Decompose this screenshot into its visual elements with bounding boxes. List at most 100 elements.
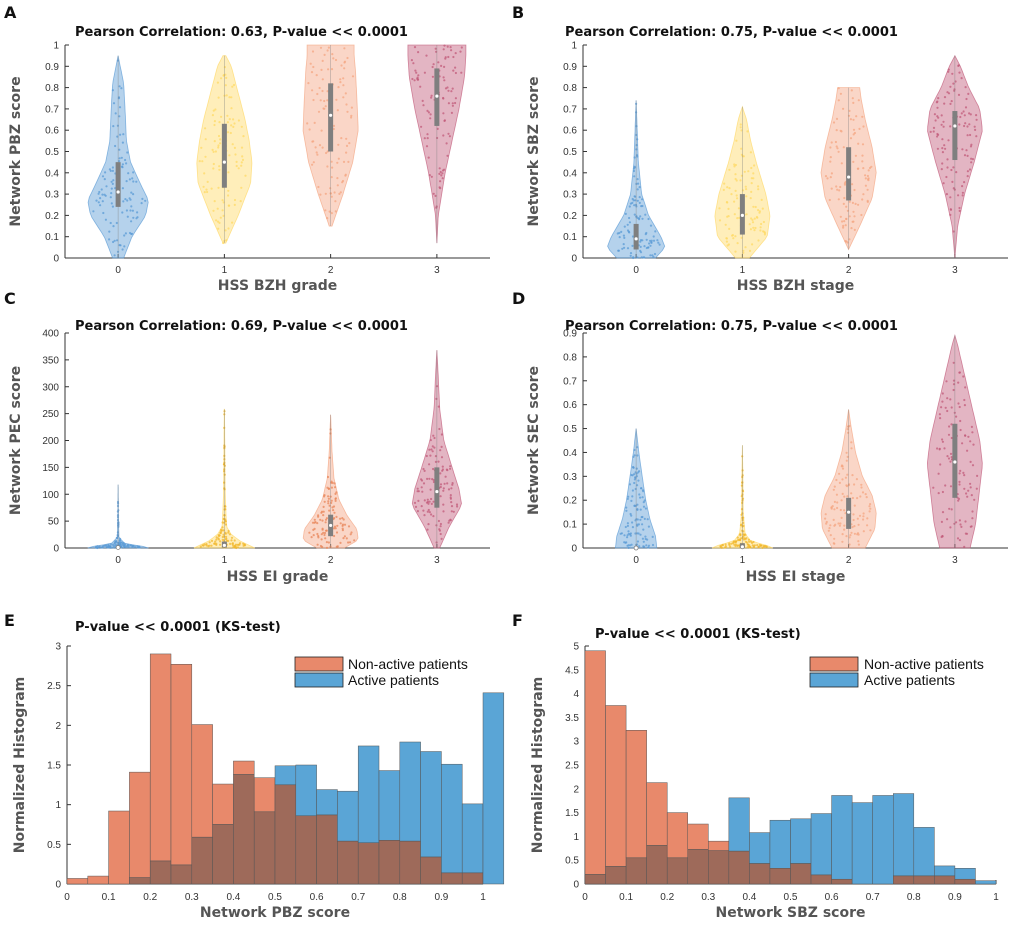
- data-point: [224, 523, 227, 526]
- data-point: [626, 247, 630, 250]
- data-point: [941, 138, 944, 141]
- data-point: [848, 200, 851, 203]
- data-point: [314, 146, 317, 149]
- data-point: [843, 182, 847, 185]
- data-point: [325, 151, 328, 155]
- data-point: [742, 524, 745, 528]
- data-point: [239, 200, 242, 203]
- data-point: [647, 546, 650, 549]
- data-point: [342, 77, 345, 80]
- data-point: [96, 545, 99, 548]
- data-point: [215, 542, 218, 545]
- data-point: [835, 145, 838, 148]
- data-point: [727, 207, 730, 210]
- data-point: [452, 55, 455, 59]
- data-point: [204, 155, 207, 158]
- data-point: [735, 179, 738, 182]
- data-point: [830, 172, 834, 175]
- data-point: [958, 483, 961, 486]
- violin-median: [115, 189, 121, 195]
- data-point: [637, 523, 641, 526]
- x-tick-label: 0.1: [619, 892, 633, 903]
- data-point: [452, 69, 455, 72]
- data-point: [126, 215, 129, 218]
- data-point: [333, 534, 336, 538]
- data-point: [228, 533, 231, 536]
- data-point: [959, 419, 962, 423]
- data-point: [432, 478, 435, 482]
- y-axis-label: Network PBZ score: [8, 76, 24, 226]
- data-point: [636, 199, 639, 202]
- panel-title: Pearson Correlation: 0.63, P-value << 0.…: [75, 25, 408, 40]
- bar-active: [790, 818, 812, 864]
- data-point: [622, 243, 625, 246]
- data-point: [866, 200, 869, 203]
- data-point: [645, 238, 648, 241]
- y-tick-label: 0.8: [45, 83, 59, 94]
- data-point: [233, 146, 236, 149]
- bar-overlap: [605, 866, 627, 885]
- data-point: [456, 505, 459, 508]
- data-point: [965, 492, 968, 495]
- data-point: [327, 500, 330, 503]
- data-point: [846, 495, 849, 498]
- data-point: [829, 160, 832, 163]
- data-point: [938, 447, 941, 450]
- panel-title: P-value << 0.0001 (KS-test): [595, 627, 801, 642]
- data-point: [629, 202, 633, 205]
- data-point: [131, 177, 134, 180]
- data-point: [324, 521, 327, 524]
- data-point: [967, 489, 970, 492]
- data-point: [730, 542, 733, 545]
- data-point: [345, 137, 348, 140]
- data-point: [331, 53, 334, 56]
- data-point: [952, 361, 955, 364]
- legend-swatch-nonactive: [294, 656, 344, 672]
- data-point: [638, 196, 641, 199]
- data-point: [647, 217, 650, 221]
- data-point: [855, 115, 858, 118]
- x-tick-label: 1: [740, 265, 746, 276]
- data-point: [964, 122, 967, 125]
- data-point: [639, 215, 642, 218]
- data-point: [729, 545, 732, 548]
- data-point: [837, 198, 840, 201]
- data-point: [135, 217, 138, 220]
- data-point: [430, 94, 433, 97]
- data-point: [862, 518, 865, 521]
- data-point: [852, 101, 855, 104]
- data-point: [959, 469, 962, 472]
- data-point: [217, 146, 220, 149]
- y-tick-label: 300: [42, 382, 59, 393]
- data-point: [437, 519, 440, 523]
- data-point: [311, 163, 314, 166]
- data-point: [125, 545, 129, 548]
- data-point: [630, 514, 633, 517]
- data-point: [852, 518, 855, 522]
- data-point: [946, 397, 949, 400]
- data-point: [438, 528, 441, 531]
- data-point: [634, 476, 637, 479]
- data-point: [839, 215, 842, 218]
- data-point: [320, 68, 323, 71]
- y-tick-label: 0.4: [563, 168, 577, 179]
- data-point: [446, 482, 449, 485]
- data-point: [639, 245, 642, 248]
- data-point: [864, 184, 868, 187]
- data-point: [118, 115, 121, 118]
- data-point: [641, 496, 644, 499]
- data-point: [641, 523, 644, 526]
- data-point: [138, 545, 141, 548]
- data-point: [343, 523, 347, 526]
- data-point: [110, 187, 113, 190]
- data-point: [349, 533, 352, 536]
- data-point: [633, 454, 636, 457]
- data-point: [430, 513, 433, 516]
- data-point: [104, 218, 107, 221]
- panel-letter: E: [4, 611, 15, 630]
- data-point: [933, 113, 937, 116]
- y-tick-label: 0.5: [45, 147, 59, 158]
- data-point: [631, 495, 634, 498]
- data-point: [733, 213, 736, 216]
